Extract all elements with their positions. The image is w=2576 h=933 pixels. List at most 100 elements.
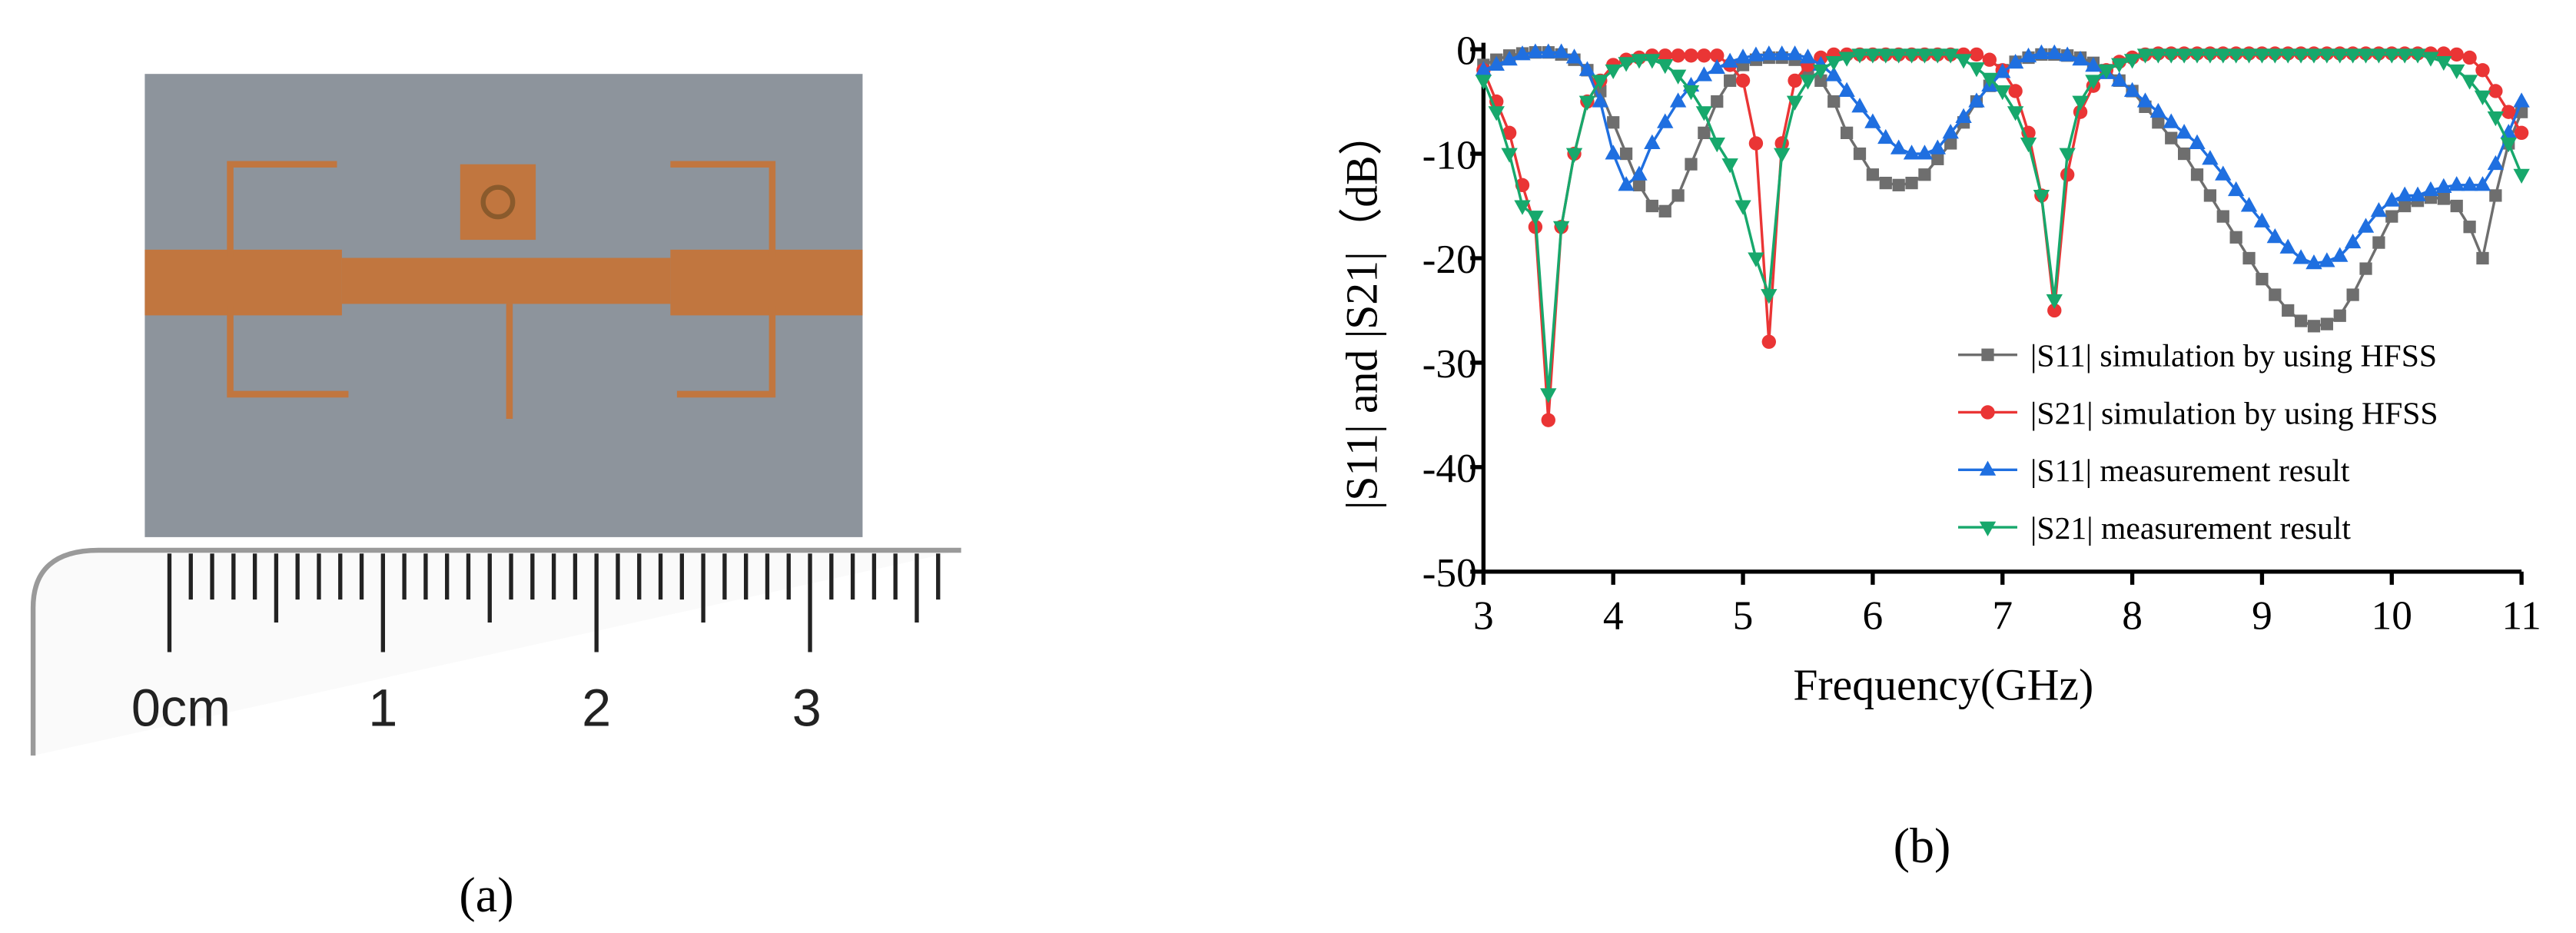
marker [1708,58,1725,75]
marker [2448,176,2465,191]
marker [1853,147,1867,161]
marker [1748,46,1764,61]
marker [1644,134,1661,149]
marker [2292,249,2309,264]
marker [1994,85,2011,101]
y-tick-label: -30 [1422,340,1477,387]
marker [2136,48,2154,64]
marker [1618,57,1635,72]
marker [1552,221,1570,236]
marker [2450,199,2463,213]
marker [1684,48,1698,63]
marker [1514,200,1531,215]
marker [2370,202,2388,217]
photo: 0cm 1 2 3 (a) [30,74,961,922]
marker [2422,51,2439,67]
marker [2216,210,2229,223]
ruler-ticks [167,553,941,652]
marker [1980,405,1995,420]
marker [2435,178,2452,194]
marker [2513,92,2530,108]
marker [1658,48,1672,63]
marker [2149,48,2167,64]
marker [2215,48,2232,64]
marker [2474,176,2491,191]
marker [2409,48,2426,64]
marker [2202,150,2219,165]
marker [1682,85,1700,101]
ruler [30,547,961,756]
marker [2227,181,2245,197]
marker [1748,252,1764,267]
marker [1697,48,1711,63]
marker [2292,48,2309,64]
marker [2409,186,2426,201]
marker [1721,52,1738,68]
marker [2047,303,2062,318]
ruler-label: 0cm [131,679,231,738]
marker [1669,92,1687,108]
marker [2319,252,2335,267]
marker [2176,48,2193,64]
ruler-label: 2 [582,679,611,738]
marker [2229,231,2242,244]
marker [2253,48,2271,64]
marker [2266,48,2284,64]
series [1477,46,2528,333]
marker [2487,111,2505,127]
marker [2489,189,2502,202]
marker [1671,189,1685,202]
marker [1969,47,1984,62]
marker [2461,75,2478,90]
marker [1903,144,1920,160]
marker [1955,108,1972,123]
marker [1838,81,1855,97]
marker [1734,48,1751,64]
marker [1814,74,1827,88]
marker [1488,55,1505,71]
marker [1671,48,1685,63]
marker [1774,148,1791,163]
marker [1761,334,1776,349]
marker [2189,134,2206,149]
ruler-label: 1 [368,679,397,738]
marker [1955,54,1972,69]
marker [1527,43,1544,58]
marker [2514,125,2529,141]
x-tick-label: 4 [1603,593,1624,639]
marker [1475,61,1492,76]
legend-label: |S21| simulation by using HFSS [2030,396,2438,431]
marker [1929,139,1946,154]
copper [144,164,863,316]
marker [2269,288,2282,301]
marker [2385,210,2398,223]
marker [1788,73,1802,88]
marker [1658,204,1671,217]
marker [1840,126,1854,139]
marker [2370,48,2388,64]
marker [2111,58,2128,73]
marker [1578,95,1596,111]
marker [1748,136,1764,151]
marker [1578,61,1596,76]
marker [2357,48,2375,64]
marker [1618,176,1635,191]
marker [2332,247,2349,262]
marker [1786,45,1804,61]
marker [2396,48,2413,64]
marker [2383,48,2400,64]
y-tick-label: -40 [1422,445,1477,491]
marker [2007,54,2024,69]
marker [2307,320,2321,333]
marker [1527,211,1544,226]
marker [2242,251,2256,265]
marker [2372,236,2385,249]
marker [2227,48,2245,64]
marker [1501,148,1518,163]
marker [1695,106,1713,121]
marker [1786,95,1804,111]
marker [2085,75,2102,90]
marker [1632,178,1646,191]
marker [1711,95,1724,108]
